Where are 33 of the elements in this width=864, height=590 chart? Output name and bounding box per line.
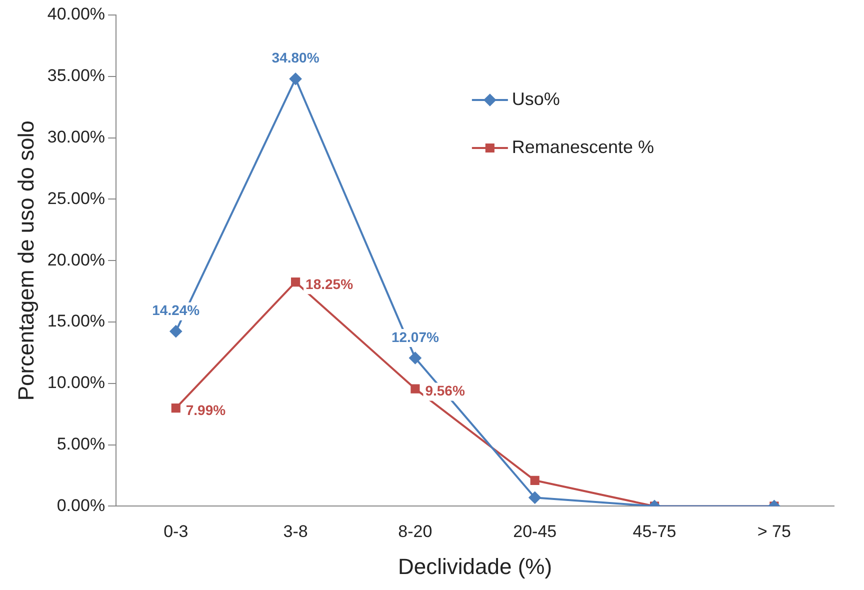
point [291, 278, 300, 287]
data-label: 9.56% [425, 382, 466, 399]
data-label: 34.80% [272, 50, 320, 66]
y-tick-label: 20.00% [47, 250, 106, 270]
y-tick-label: 40.00% [47, 4, 106, 24]
point [171, 404, 180, 413]
legend-label: Remanescente % [512, 136, 654, 157]
point [290, 72, 302, 85]
data-label: 18.25% [306, 276, 354, 292]
x-tick-label: > 75 [757, 522, 791, 542]
x-tick-label: 8-20 [398, 522, 432, 542]
y-tick-label: 35.00% [47, 66, 106, 86]
y-tick-label: 30.00% [47, 127, 106, 146]
y-tick-label: 15.00% [47, 312, 106, 331]
x-axis-title: Declividade (%) [398, 554, 552, 579]
x-tick-label: 45-75 [632, 522, 676, 542]
data-label: 14.24% [152, 302, 200, 318]
x-tick-label: 3-8 [283, 522, 308, 542]
y-tick-label: 10.00% [47, 373, 106, 392]
x-tick-label: 0-3 [164, 522, 188, 542]
data-label: 7.99% [186, 402, 226, 418]
point [170, 325, 182, 338]
point [409, 352, 422, 364]
y-tick-label: 0.00% [56, 496, 106, 515]
y-tick-label: 25.00% [47, 188, 106, 208]
point [530, 476, 540, 485]
legend-label: Uso% [512, 88, 560, 109]
y-axis-title: Porcentagem de uso do solo [13, 120, 38, 401]
data-label: 12.07% [391, 328, 440, 345]
x-tick-label: 20-45 [513, 522, 557, 542]
point [528, 492, 541, 504]
y-tick-label: 5.00% [56, 434, 106, 454]
point [410, 384, 420, 394]
